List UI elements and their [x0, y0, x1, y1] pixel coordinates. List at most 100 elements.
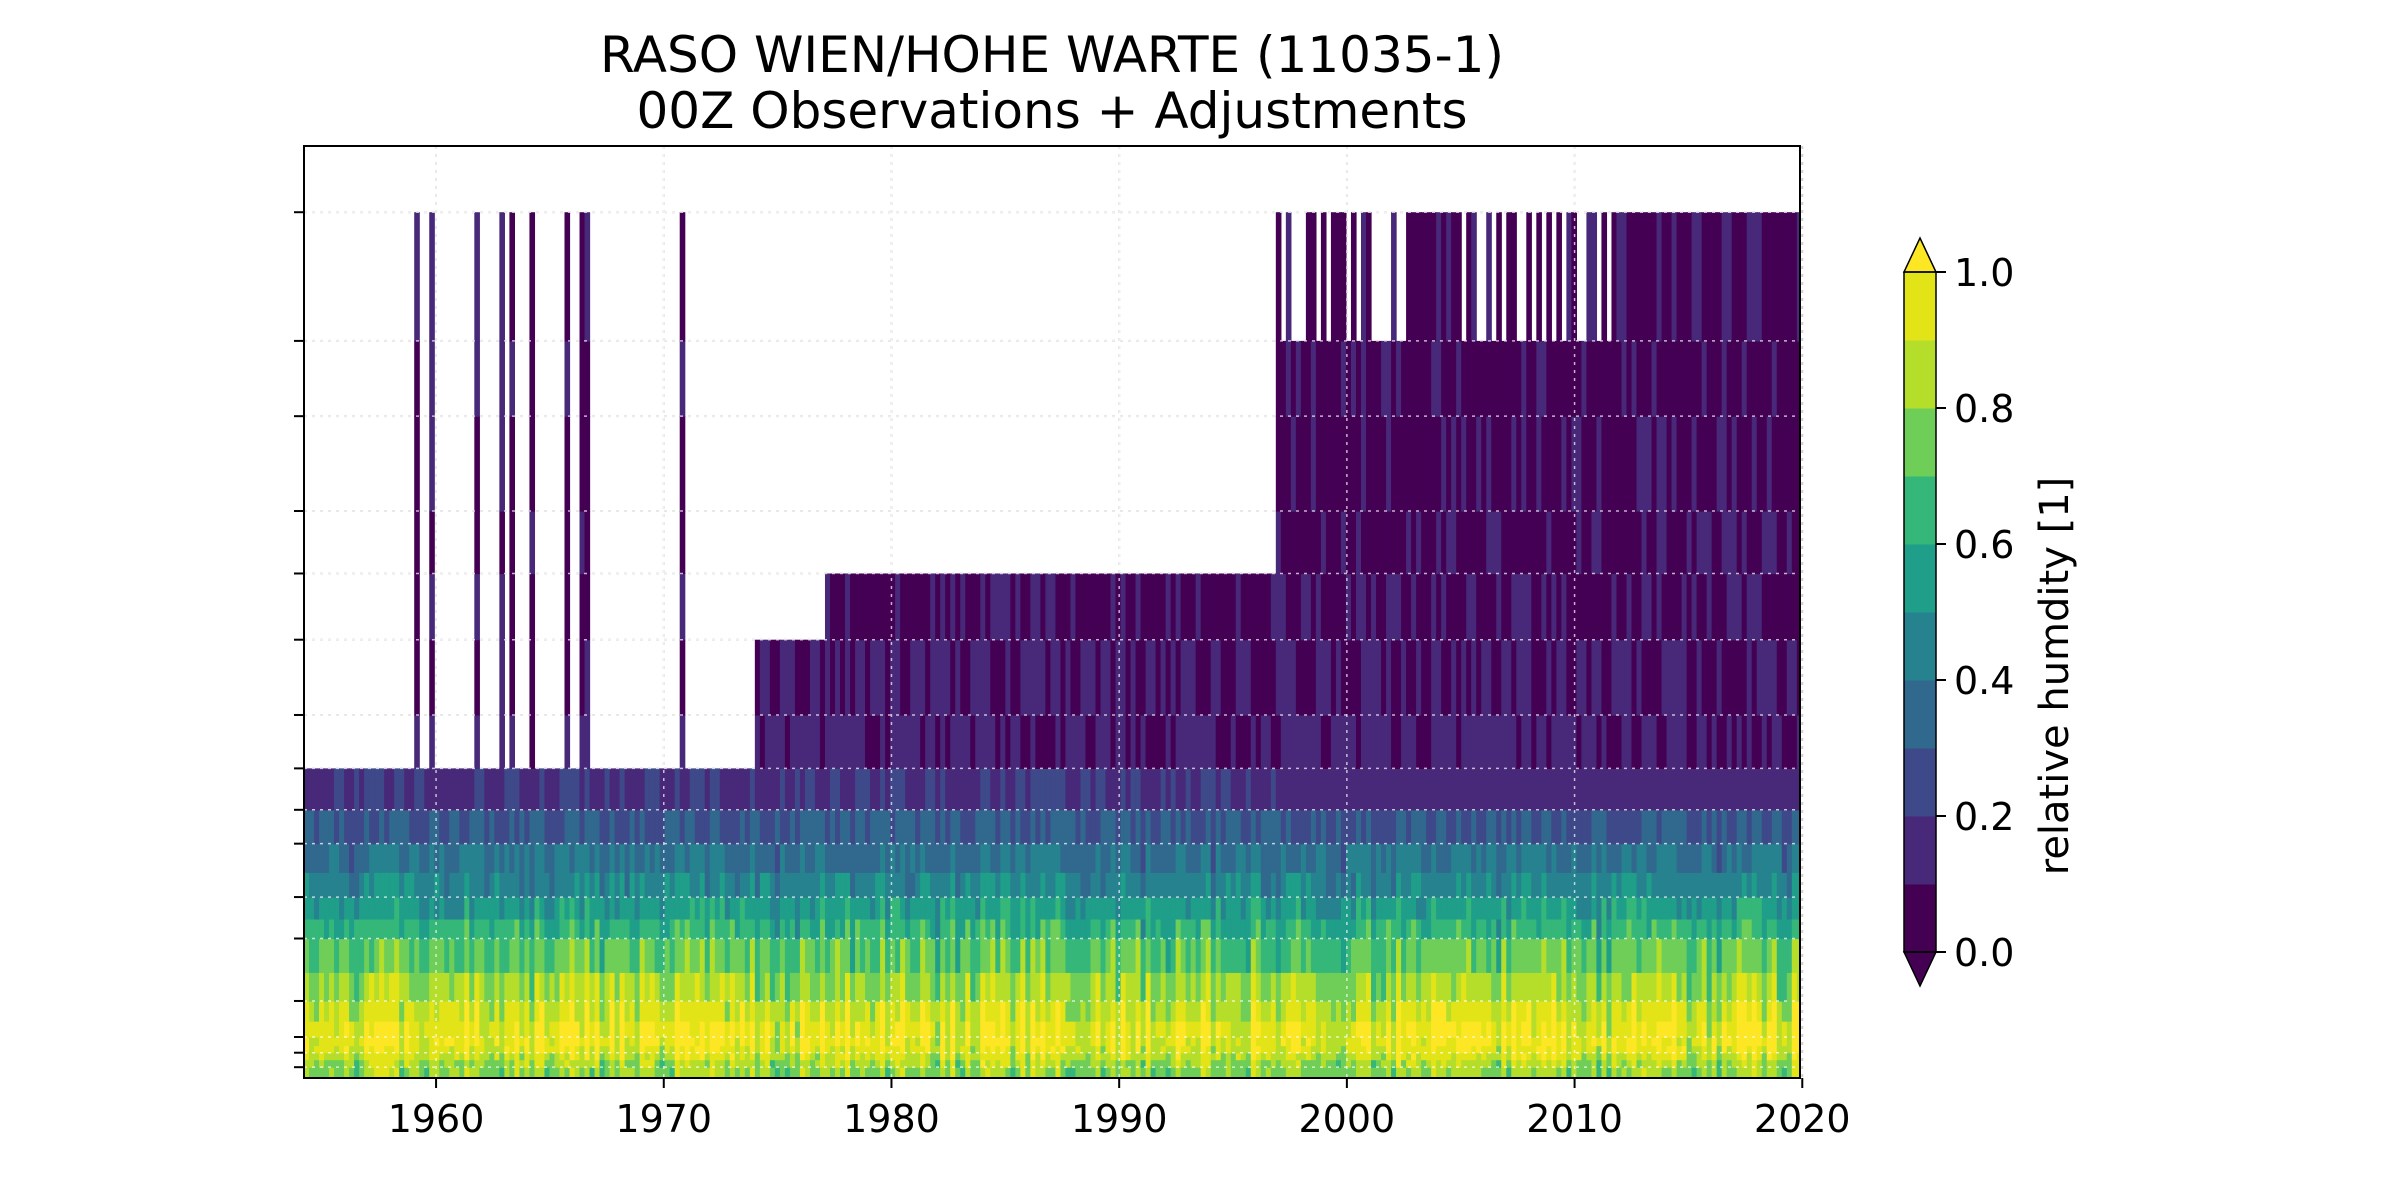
heat-cell: [1205, 1000, 1212, 1022]
heat-cell: [309, 897, 315, 920]
heat-cell: [1165, 1045, 1172, 1054]
heat-cell: [1481, 938, 1487, 973]
heat-cell: [1035, 938, 1041, 973]
heat-cell: [319, 918, 325, 940]
heat-cell: [1355, 1000, 1362, 1022]
heat-cell: [609, 938, 616, 973]
heat-cell: [779, 938, 786, 973]
heat-cell: [364, 1059, 370, 1068]
heat-cell: [920, 1059, 926, 1068]
heat-cell: [764, 809, 771, 845]
heat-cell: [1005, 768, 1011, 811]
heat-cell: [424, 843, 430, 873]
heat-cell: [1275, 212, 1282, 342]
heat-cell: [1360, 918, 1367, 940]
heat-cell: [549, 918, 556, 940]
heat-cell: [1020, 897, 1026, 920]
heat-cell: [1371, 1037, 1377, 1047]
heat-cell: [1396, 1000, 1402, 1022]
heat-cell: [349, 972, 355, 1002]
heat-cell: [1626, 872, 1633, 898]
heat-cell: [474, 872, 480, 898]
heat-cell: [1110, 1067, 1117, 1078]
heat-cell: [574, 918, 581, 940]
heat-cell: [314, 1000, 320, 1022]
heat-cell: [925, 1037, 931, 1047]
heat-cell: [890, 1021, 896, 1038]
heat-cell: [749, 1045, 756, 1054]
heat-cell: [1130, 1067, 1137, 1078]
heat-cell: [474, 809, 480, 845]
heat-cell: [1030, 1045, 1036, 1054]
heat-cell: [439, 872, 445, 898]
heat-cell: [1501, 1000, 1507, 1022]
heat-cell: [1556, 1000, 1562, 1022]
heat-cell: [1596, 972, 1603, 1002]
heat-cell: [1165, 573, 1172, 641]
heat-cell: [689, 897, 696, 920]
heat-cell: [1496, 212, 1502, 342]
heat-cell: [429, 1067, 435, 1078]
heat-cell: [1035, 1000, 1041, 1022]
heat-cell: [1135, 843, 1142, 873]
heat-cell: [1035, 1067, 1041, 1078]
heat-cell: [1401, 1067, 1407, 1078]
heat-cell: [1381, 897, 1387, 920]
heat-cell: [1305, 714, 1312, 769]
heat-cell: [875, 843, 881, 873]
heat-cell: [479, 1059, 485, 1068]
heat-cell: [1501, 1037, 1507, 1047]
heat-cell: [1366, 1052, 1372, 1061]
heat-cell: [835, 1037, 841, 1047]
heat-cell: [835, 768, 841, 811]
heat-cell: [619, 918, 626, 940]
heat-cell: [524, 1059, 531, 1068]
heat-cell: [514, 809, 521, 845]
heat-cell: [1376, 1000, 1382, 1022]
heat-cell: [905, 918, 911, 940]
heat-cell: [794, 768, 801, 811]
heat-cell: [339, 1067, 345, 1078]
heat-cell: [1305, 511, 1312, 575]
heat-cell: [1005, 1037, 1011, 1047]
heat-cell: [1235, 843, 1242, 873]
heat-cell: [524, 809, 531, 845]
heat-cell: [1070, 1045, 1077, 1054]
heat-cell: [809, 1045, 816, 1054]
heat-cell: [1436, 872, 1442, 898]
heat-cell: [1270, 573, 1277, 641]
heat-cell: [589, 768, 596, 811]
heat-cell: [1210, 843, 1217, 873]
heat-cell: [1446, 1045, 1452, 1054]
heat-cell: [1651, 639, 1658, 716]
heat-cell: [1391, 1045, 1397, 1054]
heat-cell: [559, 938, 566, 973]
heat-cell: [1451, 809, 1457, 845]
heat-cell: [875, 714, 881, 769]
heat-cell: [1561, 1037, 1567, 1047]
heat-cell: [489, 1059, 495, 1068]
heat-cell: [759, 1037, 766, 1047]
heat-cell: [1215, 1045, 1222, 1054]
heat-cell: [1551, 1021, 1557, 1038]
heat-cell: [729, 843, 736, 873]
heat-cell: [524, 1000, 531, 1022]
heat-cell: [689, 972, 696, 1002]
heat-cell: [319, 1037, 325, 1047]
heat-cell: [634, 1000, 641, 1022]
heat-cell: [594, 809, 601, 845]
heat-cell: [1541, 714, 1547, 769]
heat-cell: [935, 1021, 941, 1038]
heat-cell: [1295, 918, 1302, 940]
heat-cell: [1285, 768, 1292, 811]
heat-cell: [1295, 1037, 1302, 1047]
heat-cell: [424, 809, 430, 845]
heat-cell: [845, 809, 851, 845]
heat-cell: [1095, 1052, 1102, 1061]
heat-cell: [1220, 1052, 1227, 1061]
heat-cell: [955, 1000, 961, 1022]
heat-cell: [1561, 416, 1567, 512]
heat-cell: [1606, 972, 1613, 1002]
heat-cell: [814, 843, 821, 873]
heat-cell: [459, 1000, 465, 1022]
